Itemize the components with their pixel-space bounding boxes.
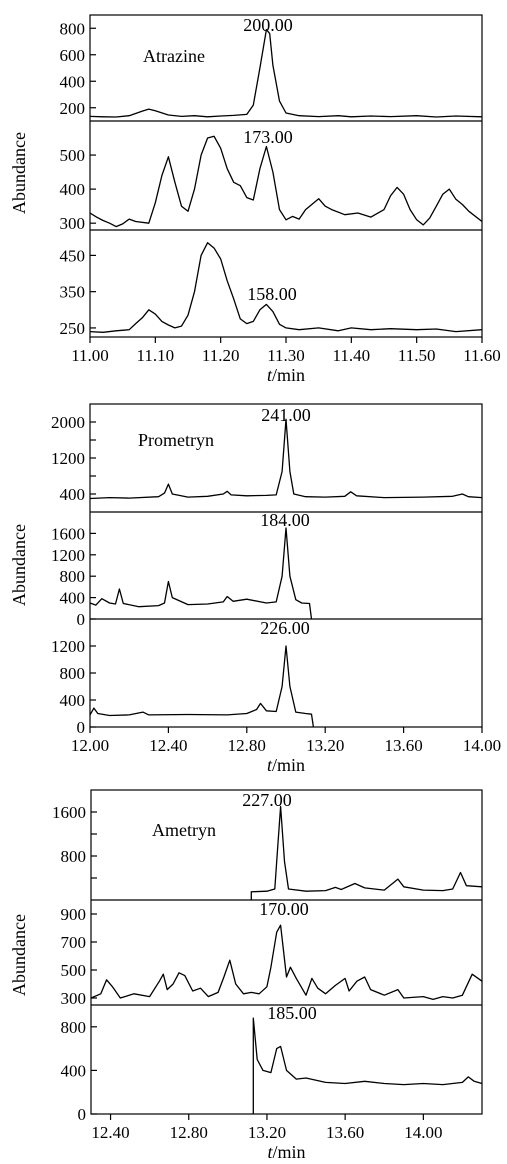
x-tick-label: 14.00	[463, 736, 501, 755]
y-tick-label: 300	[61, 989, 87, 1008]
y-tick-label: 300	[60, 214, 86, 233]
trace-line	[89, 28, 483, 118]
x-tick-label: 13.60	[384, 736, 422, 755]
plot-frame	[90, 789, 483, 1115]
compound-label: Prometryn	[138, 430, 214, 450]
x-tick-label: 12.40	[91, 1123, 129, 1142]
compound-label: Atrazine	[143, 46, 205, 66]
y-tick-label: 400	[60, 691, 86, 710]
trace-line	[250, 805, 483, 900]
ion-label: 185.00	[267, 1003, 317, 1023]
panel-ion-158-00: 250 350 450 158.00	[60, 229, 483, 338]
plot-frame	[89, 403, 483, 728]
y-tick-label: 400	[60, 589, 86, 608]
trace-line	[89, 645, 315, 728]
ion-label: 200.00	[243, 15, 293, 35]
y-axis-title: Abundance	[9, 524, 29, 606]
y-tick-label: 1200	[51, 449, 85, 468]
trace-line	[90, 924, 483, 1001]
y-tick-label: 700	[61, 933, 87, 952]
x-tick-label: 12.40	[149, 736, 187, 755]
panel-ion-227-00: 800 1600 227.00	[52, 790, 483, 900]
y-tick-label: 2000	[51, 413, 85, 432]
trace-line	[89, 418, 483, 500]
x-tick-label: 11.50	[398, 346, 436, 365]
y-tick-label: 0	[77, 718, 86, 737]
y-tick-label: 500	[60, 146, 86, 165]
x-tick-label: 12.80	[170, 1123, 208, 1142]
ion-label: 158.00	[247, 284, 297, 304]
y-tick-label: 400	[61, 1061, 87, 1080]
x-tick-label: 11.60	[463, 346, 501, 365]
x-axis-title-var: t	[267, 755, 273, 775]
x-axis-title-var: t	[267, 1142, 273, 1162]
y-tick-label: 1200	[51, 546, 85, 565]
y-tick-label: 0	[78, 1105, 87, 1124]
x-tick-label: 12.80	[228, 736, 266, 755]
y-tick-label: 400	[60, 485, 86, 504]
y-axis-title: Abundance	[9, 914, 29, 996]
x-axis-title: t/min	[267, 755, 305, 775]
x-axis-title-unit: /min	[272, 755, 305, 775]
y-tick-label: 500	[61, 961, 87, 980]
panel-ion-226-00: 0 400 800 1200 226.00	[51, 618, 482, 737]
y-tick-label: 250	[60, 319, 86, 338]
x-tick-label: 11.10	[137, 346, 175, 365]
x-tick-label: 13.20	[306, 736, 344, 755]
x-tick-label: 13.60	[326, 1123, 364, 1142]
trace-line	[89, 527, 313, 620]
y-tick-label: 450	[60, 246, 86, 265]
x-axis-title: t/min	[267, 1142, 305, 1162]
chart-atrazine: 200 400 600 800 200.00 300 400 500 173.00 250 350 4…	[9, 14, 501, 385]
trace-line	[89, 135, 483, 228]
x-axis-title: t/min	[267, 365, 305, 385]
y-tick-label: 600	[60, 46, 86, 65]
ion-label: 241.00	[261, 405, 311, 425]
ion-label: 184.00	[260, 510, 310, 530]
y-tick-label: 1600	[51, 524, 85, 543]
panel-ion-170-00: 300 500 700 900 170.00	[61, 899, 483, 1008]
x-tick-label: 11.30	[267, 346, 305, 365]
trace-line	[89, 242, 483, 333]
x-tick-label: 13.20	[248, 1123, 286, 1142]
y-tick-label: 350	[60, 283, 86, 302]
x-tick-label: 11.00	[71, 346, 109, 365]
y-tick-label: 400	[60, 180, 86, 199]
x-axis-title-unit: /min	[272, 365, 305, 385]
y-axis-title: Abundance	[9, 132, 29, 214]
ion-label: 173.00	[243, 127, 293, 147]
x-tick-label: 11.40	[333, 346, 371, 365]
ion-label: 170.00	[259, 899, 309, 919]
y-tick-label: 800	[61, 847, 87, 866]
chart-prometryn: 400 1200 2000 241.00 0 400 800 1200 1600 184.00 0 4…	[9, 403, 501, 775]
panel-ion-173-00: 300 400 500 173.00	[60, 120, 483, 233]
ion-label: 227.00	[242, 790, 292, 810]
ion-label: 226.00	[260, 618, 310, 638]
panel-ion-241-00: 400 1200 2000 241.00	[51, 405, 483, 504]
x-axis-title-unit: /min	[273, 1142, 306, 1162]
y-tick-label: 200	[60, 99, 86, 118]
y-tick-label: 800	[61, 1018, 87, 1037]
y-tick-label: 400	[60, 72, 86, 91]
x-tick-label: 14.00	[404, 1123, 442, 1142]
panel-ion-185-00: 0 400 800 185.00	[61, 1003, 483, 1124]
panel-ion-200-00: 200 400 600 800 200.00	[60, 15, 483, 118]
x-tick-label: 11.20	[202, 346, 240, 365]
y-tick-label: 800	[60, 19, 86, 38]
y-tick-label: 800	[60, 664, 86, 683]
chart-ametryn: 800 1600 227.00 300 500 700 900 170.00 0 400 800 18…	[9, 789, 483, 1162]
y-tick-label: 0	[77, 610, 86, 629]
x-axis-title-var: t	[267, 365, 273, 385]
compound-label: Ametryn	[152, 820, 216, 840]
y-tick-label: 800	[60, 567, 86, 586]
y-tick-label: 1200	[51, 637, 85, 656]
trace-line	[252, 1017, 483, 1114]
panel-ion-184-00: 0 400 800 1200 1600 184.00	[51, 510, 482, 629]
x-tick-label: 12.00	[71, 736, 109, 755]
y-tick-label: 1600	[52, 803, 86, 822]
y-tick-label: 900	[61, 905, 87, 924]
